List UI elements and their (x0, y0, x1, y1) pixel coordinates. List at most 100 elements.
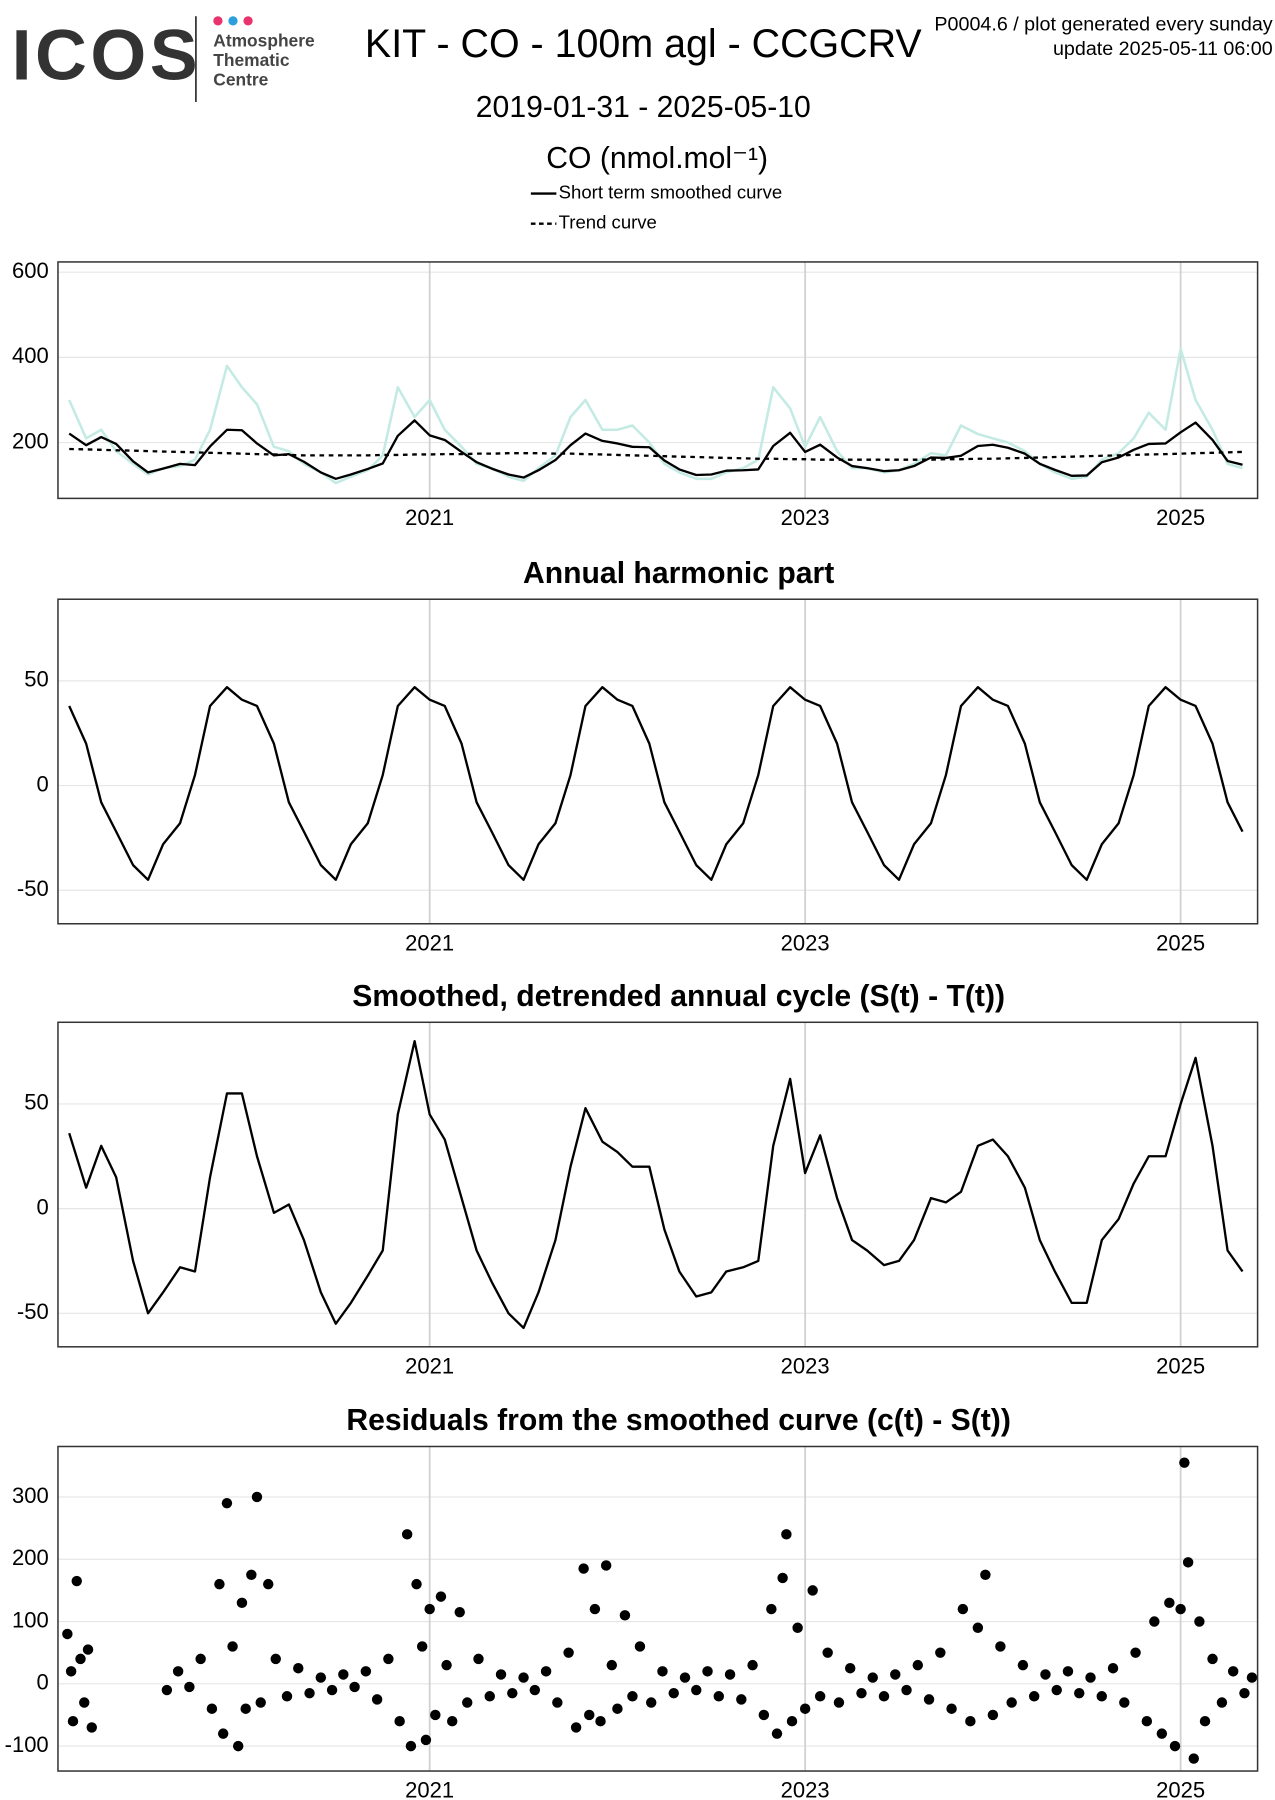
point (563, 1647, 574, 1658)
point (263, 1578, 274, 1590)
logo-dot (228, 16, 238, 26)
plot-background (57, 1446, 1258, 1772)
plot-border (57, 1021, 1259, 1348)
point (702, 1666, 713, 1677)
logo-text: Atmosphere (213, 30, 315, 50)
point (844, 1663, 856, 1674)
x-tick-label: 2021 (405, 930, 454, 955)
point (507, 1687, 518, 1699)
point (371, 1694, 383, 1705)
unit-label: CO (nmol.mol⁻¹) (546, 142, 768, 175)
y-tick-label: 100 (12, 1607, 49, 1632)
point (416, 1641, 428, 1652)
point (1246, 1672, 1258, 1683)
point (1179, 1457, 1190, 1468)
point (657, 1666, 668, 1677)
y-tick-label: 200 (12, 1545, 49, 1570)
panel-title: Residuals from the smoothed curve (c(t) … (346, 1404, 1011, 1437)
point (65, 1666, 77, 1677)
point (1074, 1687, 1085, 1699)
point (822, 1647, 833, 1658)
point (529, 1684, 541, 1696)
point (67, 1715, 79, 1727)
point (606, 1659, 618, 1671)
point (1216, 1697, 1228, 1708)
point (935, 1647, 946, 1658)
point (349, 1681, 360, 1693)
point (473, 1653, 484, 1665)
y-tick-label: 400 (12, 343, 49, 368)
date-range: 2019-01-31 - 2025-05-10 (476, 91, 811, 124)
point (679, 1672, 691, 1683)
series-line (68, 686, 1244, 881)
point (1207, 1653, 1218, 1665)
point (62, 1628, 73, 1640)
point (315, 1672, 327, 1683)
point (75, 1653, 86, 1665)
point (71, 1575, 82, 1587)
point (856, 1687, 867, 1699)
point (82, 1644, 94, 1655)
point (383, 1653, 394, 1665)
logo: ICOS (12, 15, 202, 95)
point (878, 1691, 890, 1702)
point (691, 1684, 702, 1696)
y-tick-label: 600 (12, 258, 49, 283)
logo-dot (213, 16, 223, 26)
plot-border (57, 261, 1259, 500)
point (1182, 1557, 1194, 1568)
x-tick-label: 2021 (405, 505, 454, 530)
point (1239, 1687, 1250, 1699)
point (786, 1715, 798, 1727)
point (578, 1563, 589, 1574)
point (281, 1691, 293, 1702)
legend-label: Short term smoothed curve (559, 181, 782, 202)
point (1006, 1697, 1017, 1708)
point (232, 1740, 244, 1752)
point (957, 1603, 969, 1615)
x-tick-label: 2023 (781, 1353, 830, 1378)
y-tick-label: 200 (12, 428, 49, 453)
point (1119, 1697, 1130, 1708)
point (736, 1694, 747, 1705)
point (214, 1578, 225, 1590)
x-tick-label: 2021 (405, 1353, 454, 1378)
point (758, 1709, 770, 1721)
point (236, 1597, 248, 1609)
point (814, 1691, 826, 1702)
point (595, 1715, 606, 1727)
y-tick-label: -100 (5, 1732, 49, 1757)
point (1062, 1666, 1074, 1677)
point (634, 1641, 646, 1652)
panel-title: Annual harmonic part (523, 557, 834, 590)
y-tick-label: 50 (24, 1090, 49, 1115)
point (1028, 1691, 1040, 1702)
point (495, 1669, 507, 1680)
logo-dot (243, 16, 253, 26)
point (484, 1691, 495, 1702)
panel-title: Smoothed, detrended annual cycle (S(t) -… (352, 980, 1005, 1013)
point (771, 1728, 783, 1739)
point (454, 1606, 465, 1618)
point (293, 1663, 304, 1674)
point (1130, 1647, 1141, 1658)
point (161, 1684, 173, 1696)
point (619, 1610, 631, 1621)
point (1141, 1715, 1153, 1727)
x-tick-label: 2023 (781, 1778, 830, 1800)
point (246, 1569, 257, 1581)
x-tick-label: 2025 (1156, 1778, 1205, 1800)
point (627, 1691, 638, 1702)
plot-background (57, 261, 1258, 499)
point (1017, 1659, 1029, 1671)
logo-text: Thematic (213, 50, 290, 70)
point (1096, 1691, 1107, 1702)
legend-label: Trend curve (559, 212, 657, 233)
point (270, 1653, 281, 1665)
point (86, 1722, 97, 1733)
y-tick-label: 0 (36, 771, 48, 796)
point (1169, 1740, 1181, 1752)
point (792, 1622, 803, 1633)
point (227, 1641, 238, 1652)
